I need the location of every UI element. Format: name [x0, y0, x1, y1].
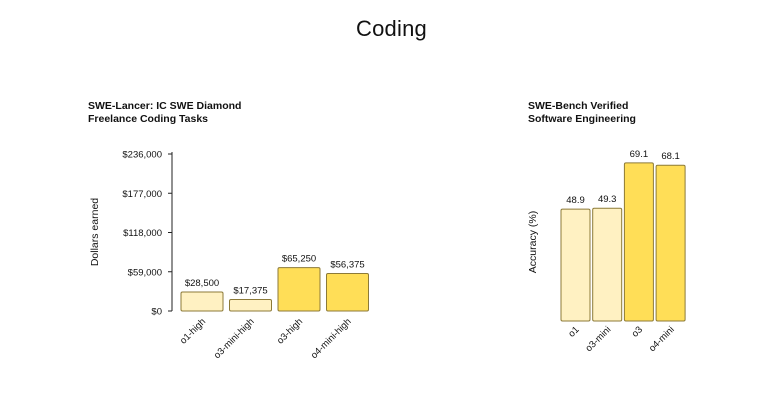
- bar-o3: [623, 162, 654, 322]
- data-label: 68.1: [661, 151, 680, 162]
- bar-o1-high: [180, 291, 224, 312]
- page-title: Coding: [356, 16, 427, 41]
- bar-o4-mini: [655, 164, 686, 322]
- y-tick-label: $118,000: [123, 228, 162, 239]
- x-tick-label: o4-mini: [647, 324, 677, 354]
- chart-title-line-2: Software Engineering: [528, 113, 636, 125]
- y-tick-label: $236,000: [122, 150, 162, 161]
- data-label: 49.3: [598, 194, 617, 205]
- bar-o3-high: [277, 267, 321, 312]
- data-label: 48.9: [566, 195, 585, 206]
- y-tick-label: $59,000: [128, 267, 162, 278]
- x-tick-label: o3-high: [275, 316, 305, 346]
- x-tick-label: o1: [566, 324, 581, 339]
- data-label: 69.1: [630, 149, 649, 160]
- y-axis-title: Dollars earned: [89, 198, 101, 266]
- bar-o3-mini-high: [229, 298, 272, 312]
- data-label: $56,375: [330, 259, 364, 270]
- bar-o1: [560, 208, 591, 322]
- chart-title-line-2: Freelance Coding Tasks: [88, 113, 209, 125]
- x-tick-label: o4-mini-high: [309, 316, 354, 361]
- chart-title-swe-bench: SWE-Bench Verified Software Engineering: [528, 100, 636, 126]
- y-axis-title: Accuracy (%): [527, 211, 539, 273]
- data-label: $65,250: [282, 254, 316, 265]
- chart-swe-bench: Accuracy (%) 48.9 o1 49.3 o3-mini 69.1 o3 68.1 o…: [527, 149, 686, 354]
- chart-title-swe-lancer: SWE-Lancer: IC SWE Diamond Freelance Cod…: [88, 100, 241, 126]
- bar-o3-mini: [592, 207, 623, 322]
- x-tick-label: o1-high: [178, 316, 208, 346]
- x-tick-label: o3-mini-high: [212, 316, 257, 361]
- chart-title-line-1: SWE-Lancer: IC SWE Diamond: [88, 100, 242, 112]
- bar-o4-mini-high: [326, 272, 369, 312]
- y-tick-label: $0: [151, 307, 162, 318]
- chart-swe-lancer: $0 $59,000 $118,000 $177,000 $236,000 Dollars…: [89, 150, 369, 361]
- y-tick-label: $177,000: [122, 189, 162, 200]
- data-label: $28,500: [185, 278, 219, 289]
- x-tick-label: o3-mini: [584, 324, 614, 354]
- x-tick-label: o3: [630, 324, 645, 339]
- data-label: $17,375: [233, 285, 267, 296]
- chart-title-line-1: SWE-Bench Verified: [528, 100, 629, 112]
